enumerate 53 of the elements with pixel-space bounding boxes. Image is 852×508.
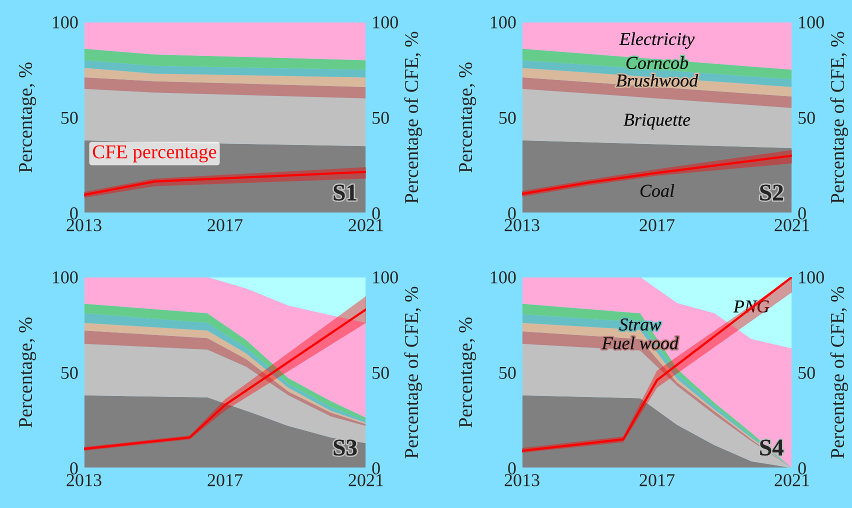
y-axis-title: Percentage, %: [458, 62, 476, 173]
y2-tick-label: 0: [372, 207, 380, 220]
y2-tick-label: 50: [798, 112, 815, 124]
x-tick-label: 2021: [774, 474, 809, 486]
y2-tick-label: 50: [372, 112, 389, 124]
x-tick-label: 2017: [208, 219, 243, 232]
x-tick-label: 2013: [66, 219, 102, 232]
y2-tick-label: 100: [373, 16, 398, 28]
y-tick-label: 0: [508, 207, 516, 220]
y-axis-title: Percentage, %: [18, 318, 36, 428]
y2-tick-label: 0: [372, 462, 380, 474]
y2-tick-label: 50: [798, 366, 815, 379]
y-tick-label: 100: [52, 16, 78, 28]
x-tick-label: 2017: [640, 474, 675, 486]
x-tick-label: 2013: [504, 219, 540, 232]
x-tick-label: 2021: [348, 219, 383, 232]
y-tick-label: 100: [490, 271, 516, 284]
text: S2: [760, 184, 783, 201]
y2-tick-label: 0: [798, 207, 806, 220]
x-tick-label: 2021: [774, 219, 809, 232]
series-label: Coal: [640, 184, 674, 197]
y2-axis-title: Percentage of CFE, %: [830, 32, 848, 204]
y2-tick-label: 100: [373, 271, 398, 284]
series-label: Corncob: [626, 56, 688, 70]
y-tick-label: 0: [70, 207, 78, 220]
text: S3: [334, 440, 357, 456]
x-tick-label: 2013: [504, 474, 540, 486]
y-axis-title: Percentage, %: [18, 62, 36, 173]
y-axis-title: Percentage, %: [458, 318, 476, 428]
y2-tick-label: 0: [798, 462, 806, 474]
y2-axis-title: Percentage of CFE, %: [830, 286, 848, 458]
y-tick-label: 100: [52, 271, 78, 284]
y-tick-label: 50: [61, 366, 78, 379]
y-tick-label: 50: [499, 112, 516, 124]
y2-tick-label: 100: [799, 271, 824, 284]
y2-axis-title: Percentage of CFE, %: [404, 32, 422, 204]
y2-tick-label: 100: [799, 16, 824, 28]
x-tick-label: 2013: [66, 474, 102, 486]
x-tick-label: 2021: [348, 474, 383, 486]
y-tick-label: 100: [490, 16, 516, 28]
y-tick-label: 50: [499, 366, 516, 379]
y2-axis-title: Percentage of CFE, %: [404, 286, 422, 458]
y2-tick-label: 50: [372, 366, 389, 379]
series-label: Briquette: [624, 114, 690, 130]
series-label: CFE percentage: [92, 145, 216, 162]
y-tick-label: 0: [70, 462, 78, 474]
x-tick-label: 2017: [640, 219, 675, 232]
series-label: Brushwood: [616, 74, 698, 87]
x-tick-label: 2017: [208, 474, 243, 486]
text: S1: [334, 184, 356, 201]
y-tick-label: 0: [508, 462, 516, 474]
series-label: Electricity: [619, 32, 695, 49]
y-tick-label: 50: [61, 112, 78, 124]
